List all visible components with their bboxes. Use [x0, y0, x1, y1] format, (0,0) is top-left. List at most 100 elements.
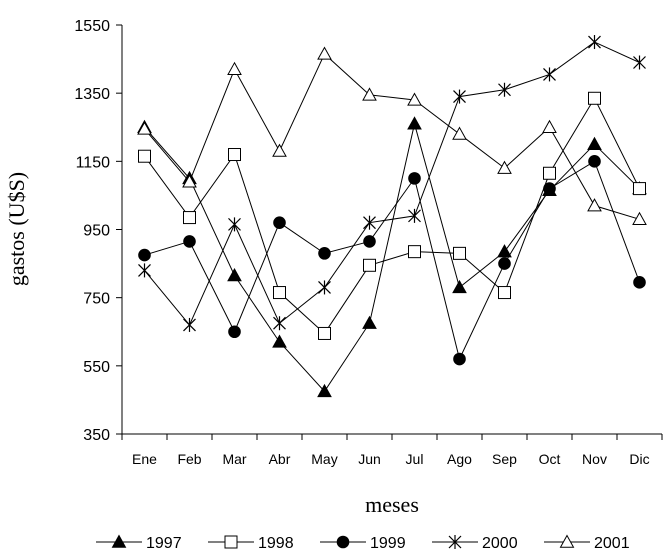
data-point-1998 [363, 258, 376, 272]
data-point-2000 [453, 89, 466, 104]
legend-item-1997: 1997 [96, 534, 182, 552]
data-point-1998 [138, 149, 151, 163]
data-point-2000 [543, 67, 556, 82]
x-tick-label: Mar [222, 451, 246, 467]
legend-item-2000: 2000 [432, 535, 518, 552]
x-tick-label: Jul [406, 451, 424, 467]
y-tick-label: 950 [83, 223, 110, 240]
y-tick-label: 750 [83, 291, 110, 308]
data-point-2001 [587, 198, 602, 212]
data-point-1998 [183, 211, 196, 225]
legend-marker [559, 534, 575, 548]
y-tick-label: 1150 [76, 154, 111, 171]
series-line-2001 [144, 53, 640, 220]
data-point-2001 [272, 143, 287, 157]
legend-label: 1998 [258, 535, 294, 552]
data-point-1997 [272, 334, 287, 348]
data-point-1999 [408, 172, 421, 185]
series-line-1998 [144, 97, 640, 335]
x-tick-label: May [311, 451, 337, 467]
legend-label: 1997 [146, 535, 182, 552]
legend-marker [448, 535, 462, 549]
data-point-2001 [227, 61, 242, 76]
series-1999 [138, 155, 646, 366]
data-point-2001 [542, 119, 557, 133]
data-point-2001 [632, 211, 647, 225]
data-point-1997 [227, 267, 242, 282]
y-tick-label: 350 [83, 427, 110, 444]
y-ticks: 350 550 750 950 1150 1350 1550 [74, 18, 122, 444]
x-tick-label: Oct [539, 451, 561, 467]
data-point-1999 [633, 276, 646, 289]
legend-label: 2001 [594, 535, 630, 552]
data-point-1997 [587, 136, 602, 150]
data-point-1999 [228, 325, 241, 339]
data-point-2000 [633, 55, 646, 70]
x-tick-label: Ene [132, 451, 157, 467]
legend-item-1999: 1999 [320, 535, 406, 552]
data-point-1999 [363, 235, 376, 248]
legend-item-1998: 1998 [208, 535, 294, 552]
data-point-2000 [363, 215, 376, 230]
data-point-1998 [543, 166, 556, 180]
data-point-2000 [498, 82, 511, 97]
series-line-1997 [144, 123, 640, 393]
data-point-1997 [317, 383, 332, 398]
data-point-1999 [453, 352, 466, 366]
data-point-1998 [273, 286, 286, 300]
data-point-2000 [318, 280, 331, 295]
data-point-2001 [362, 87, 377, 101]
data-point-1999 [138, 248, 151, 262]
data-point-1998 [318, 326, 331, 340]
x-tick-label: Jun [358, 451, 381, 467]
data-point-2001 [137, 121, 152, 135]
data-point-1997 [497, 244, 512, 258]
x-tick-label: Nov [582, 451, 607, 467]
data-point-2000 [408, 208, 421, 223]
series-layer [137, 35, 647, 398]
data-point-2000 [183, 317, 196, 332]
legend-label: 2000 [482, 535, 518, 552]
data-point-1998 [588, 91, 601, 105]
data-point-1997 [362, 315, 377, 329]
data-point-1997 [452, 279, 467, 294]
x-tick-label: Dic [629, 451, 649, 467]
x-tick-label: Feb [177, 451, 201, 467]
data-point-1999 [543, 182, 556, 195]
y-tick-label: 1550 [74, 18, 110, 35]
data-point-2000 [588, 35, 601, 50]
x-tick-label: Abr [269, 451, 291, 467]
series-1997 [137, 116, 647, 398]
data-point-2001 [452, 126, 467, 140]
series-line-1999 [144, 160, 640, 361]
data-point-1998 [228, 148, 241, 162]
legend-item-2001: 2001 [544, 534, 630, 552]
legend-marker [224, 535, 238, 549]
data-point-2000 [273, 316, 286, 331]
legend-label: 1999 [370, 535, 406, 552]
data-point-1999 [183, 235, 196, 248]
legend: 1997 1998 1999 2000 2001 [96, 534, 630, 552]
data-point-2001 [182, 174, 197, 188]
data-point-2001 [497, 160, 512, 174]
legend-marker [336, 535, 350, 549]
data-point-2001 [407, 92, 422, 106]
data-point-2000 [138, 263, 151, 278]
data-point-2000 [228, 217, 241, 232]
data-point-1999 [498, 257, 511, 270]
series-1998 [138, 91, 646, 340]
data-point-1998 [453, 246, 466, 260]
data-point-1998 [498, 286, 511, 300]
data-point-1999 [273, 216, 286, 229]
data-point-1997 [407, 116, 422, 130]
legend-marker [111, 534, 127, 548]
y-tick-label: 550 [83, 359, 110, 376]
y-tick-label: 1350 [74, 86, 110, 103]
x-tick-label: Sep [492, 451, 517, 467]
x-ticks: Ene Feb Mar Abr May Jun Jul Ago Sep Oct Nov Dic [121, 434, 663, 467]
y-axis-title: gastos (U$S) [4, 172, 29, 286]
data-point-2001 [317, 46, 332, 60]
x-axis-title: meses [365, 492, 419, 517]
